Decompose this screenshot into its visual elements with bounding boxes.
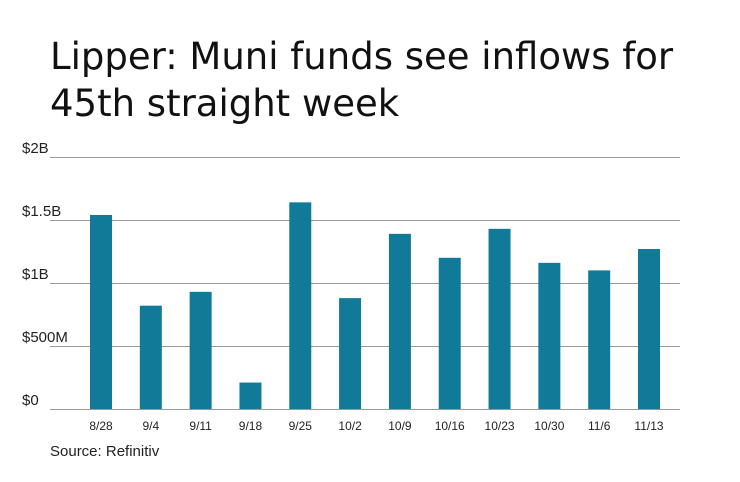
gridlines [50,157,680,410]
y-tick-label: $1B [22,266,49,283]
x-tick-label: 10/16 [435,419,465,433]
x-tick-label: 11/6 [588,419,611,433]
x-tick-label: 9/18 [239,419,263,433]
bar [339,298,362,409]
bar [538,262,561,409]
y-tick-label: $0 [22,392,39,409]
x-tick-label: 10/2 [338,419,362,433]
bars [90,202,660,409]
x-tick-label: 9/25 [289,419,313,433]
x-tick-label: 10/30 [534,419,564,433]
bar [139,305,162,409]
y-tick-label: $2B [22,140,49,157]
source-note: Source: Refinitiv [50,443,160,460]
chart-title: Lipper: Muni funds see inflows for 45th … [50,35,674,125]
x-tick-label: 10/9 [388,419,412,433]
bar [90,214,112,409]
y-tick-label: $1.5B [22,203,61,220]
bar [638,248,660,409]
bar [239,382,262,409]
x-tick-label: 10/23 [485,419,515,433]
x-axis-ticks: 8/28 9/4 9/11 9/18 9/25 10/2 10/9 10/16 10/23 10/… [89,419,664,433]
bar [289,202,312,409]
x-tick-label: 11/13 [634,419,663,433]
bar [388,233,411,409]
bar [488,228,511,409]
y-tick-label: $500M [22,329,68,346]
bar [438,257,461,409]
bar [588,270,611,409]
x-tick-label: 9/4 [142,419,159,433]
bar [189,291,212,409]
y-axis-ticks: $0 $500M $1B $1.5B $2B [22,140,68,409]
x-tick-label: 9/11 [189,419,212,433]
x-tick-label: 8/28 [89,419,113,433]
